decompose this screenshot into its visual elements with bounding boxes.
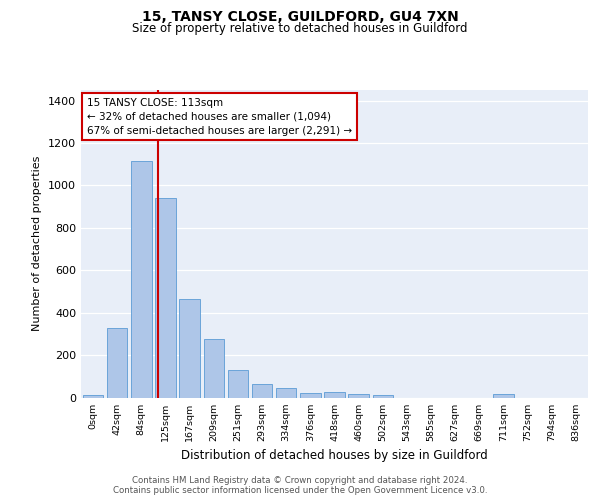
Bar [107,328,127,398]
Bar [373,396,393,398]
Bar [155,198,176,398]
Bar [83,396,103,398]
Text: Size of property relative to detached houses in Guildford: Size of property relative to detached ho… [132,22,468,35]
Text: Contains HM Land Registry data © Crown copyright and database right 2024.: Contains HM Land Registry data © Crown c… [132,476,468,485]
Bar [349,394,369,398]
Y-axis label: Number of detached properties: Number of detached properties [32,156,43,332]
Text: 15 TANSY CLOSE: 113sqm
← 32% of detached houses are smaller (1,094)
67% of semi-: 15 TANSY CLOSE: 113sqm ← 32% of detached… [87,98,352,136]
Bar [493,394,514,398]
Bar [252,384,272,398]
Bar [227,370,248,398]
Text: 15, TANSY CLOSE, GUILDFORD, GU4 7XN: 15, TANSY CLOSE, GUILDFORD, GU4 7XN [142,10,458,24]
Bar [131,161,152,398]
Text: Contains public sector information licensed under the Open Government Licence v3: Contains public sector information licen… [113,486,487,495]
Bar [300,394,320,398]
Bar [179,299,200,398]
Bar [203,339,224,398]
Bar [276,388,296,398]
X-axis label: Distribution of detached houses by size in Guildford: Distribution of detached houses by size … [181,449,488,462]
Bar [324,392,345,398]
